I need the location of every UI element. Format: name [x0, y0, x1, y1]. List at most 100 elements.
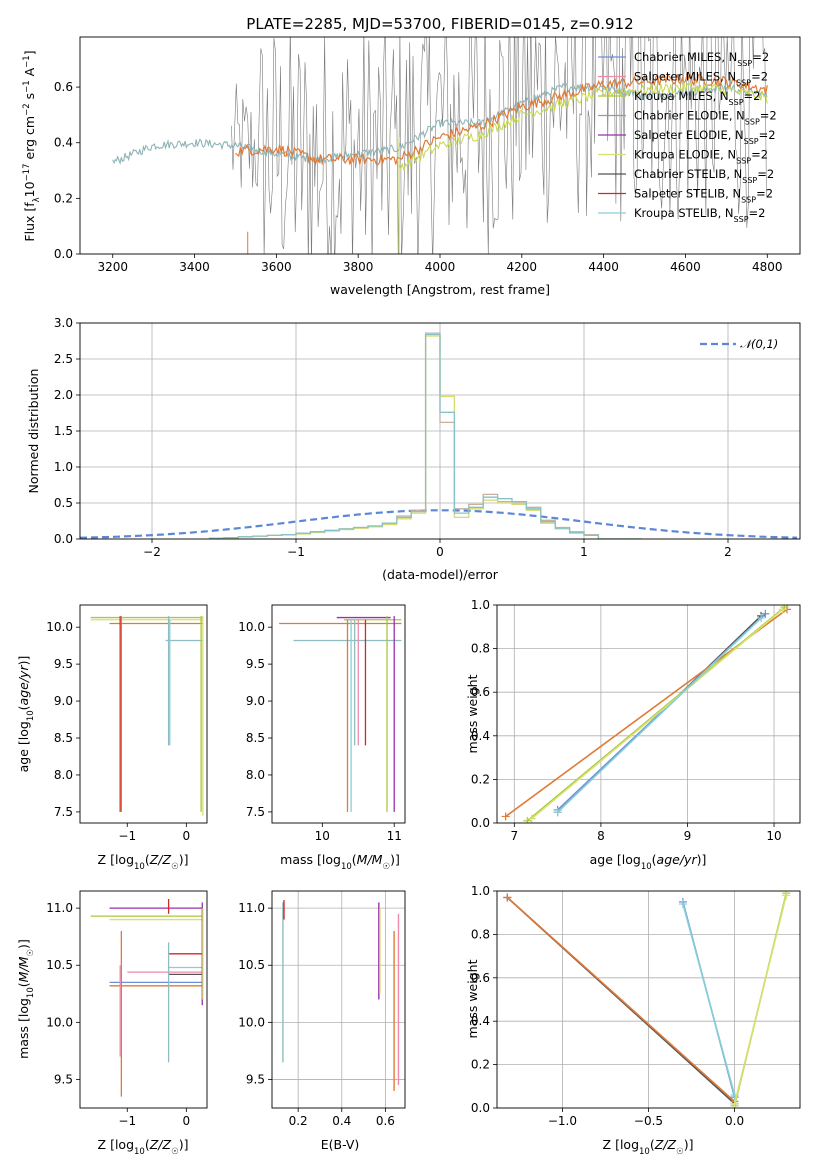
- legend-entry: Kroupa ELODIE, NSSP=2: [634, 148, 768, 166]
- y-tick-label: 9.5: [54, 1072, 73, 1086]
- y-tick-label: 9.0: [246, 694, 265, 708]
- y-tick-label: 0.6: [471, 685, 490, 699]
- y-tick-label: 2.5: [54, 352, 73, 366]
- histogram-series: [208, 333, 642, 539]
- x-axis-label: E(B-V): [321, 1137, 360, 1152]
- y-tick-label: 0.2: [471, 772, 490, 786]
- y-tick-label: 9.0: [54, 694, 73, 708]
- plot-area-massweight-vs-Z: [497, 891, 800, 1108]
- panel-age-vs-mass: 10 11 7.5 8.0 8.5 9.0 9.5 10.0: [238, 604, 406, 843]
- y-tick-label: 0.8: [471, 927, 490, 941]
- panel-mass-vs-EBV: 0.2 0.4 0.6 9.5 10.0 10.5 11.0: [238, 890, 406, 1128]
- panel-massweight-vs-age: 7 8 9 10 0.0 0.2 0.4 0.6 0.8 1.0: [471, 598, 801, 843]
- x-tick-label: 3200: [97, 260, 128, 274]
- y-tick-label: 7.5: [54, 805, 73, 819]
- mass-weight-marker: [761, 609, 770, 618]
- chart-title: PLATE=2285, MJD=53700, FIBERID=0145, z=0…: [246, 15, 633, 33]
- y-tick-label: 7.5: [246, 805, 265, 819]
- plot-area-massweight-vs-age: [497, 605, 800, 823]
- mass-weight-marker: [782, 891, 791, 900]
- x-tick-label: 10: [315, 829, 330, 843]
- x-tick-label: 8: [597, 829, 605, 843]
- x-axis-label: wavelength [Angstrom, rest frame]: [330, 282, 550, 297]
- x-axis-label: Z [log10(Z/Z☉)]: [98, 852, 189, 872]
- legend-entry: Salpeter ELODIE, NSSP=2: [634, 128, 776, 146]
- spectrum-model-alt: [398, 81, 768, 171]
- x-tick-label: 4400: [588, 260, 619, 274]
- x-tick-label: −2: [143, 545, 161, 559]
- x-axis-label: age [log10(age/yr)]: [590, 852, 707, 872]
- y-tick-label: 10.0: [46, 620, 73, 634]
- y-tick-label: 0.4: [54, 136, 73, 150]
- mass-weight-marker: [527, 814, 536, 823]
- panel-residuals: −2 −1 0 1 2 0.0 0.5 1.0 1.5 2.0 2.5 3.0: [54, 316, 801, 559]
- plot-area-spectrum: [112, 37, 768, 254]
- x-tick-label: 0: [183, 829, 191, 843]
- gaussian-curve: [80, 509, 798, 539]
- mass-weight-marker: [730, 1099, 739, 1108]
- panel-age-vs-Z: −1 0 7.5 8.0 8.5 9.0 9.5 10.0: [46, 604, 208, 843]
- legend-entry: Chabrier MILES, NSSP=2: [634, 50, 769, 68]
- axes-frame: [79, 322, 801, 540]
- mass-weight-marker: [523, 816, 532, 823]
- y-tick-label: 11.0: [46, 901, 73, 915]
- x-tick-label: 11: [387, 829, 402, 843]
- y-tick-label: 0.0: [54, 247, 73, 261]
- panel-massweight-vs-Z: −1.0 −0.5 0.0 0.0 0.2 0.4 0.6 0.8 1.0: [471, 884, 801, 1128]
- y-tick-label: 2.0: [54, 388, 73, 402]
- y-tick-label: 0.0: [471, 816, 490, 830]
- x-tick-label: 0: [436, 545, 444, 559]
- y-tick-label: 10.5: [238, 958, 265, 972]
- legend-entry: Salpeter STELIB, NSSP=2: [634, 187, 773, 205]
- y-tick-label: 3.0: [54, 316, 73, 330]
- y-tick-label: 10.0: [238, 620, 265, 634]
- y-axis-label: mass weight: [465, 674, 480, 753]
- x-tick-label: 4200: [507, 260, 538, 274]
- x-axis-label: mass [log10(M/M☉)]: [280, 852, 400, 872]
- y-axis-label: age [log10(age/yr)]: [16, 656, 36, 773]
- panel-spectrum: 3200 3400 3600 3800 4000 4200 4400 4600 4800 0.0 0…: [54, 36, 801, 274]
- x-tick-label: −1: [118, 1114, 136, 1128]
- y-tick-label: 0.5: [54, 496, 73, 510]
- axes-frame: [496, 890, 801, 1109]
- plot-area-mass-vs-Z: [90, 898, 204, 1097]
- y-tick-label: 1.0: [471, 884, 490, 898]
- plot-area-mass-vs-EBV: [272, 891, 405, 1108]
- x-axis-label: Z [log10(Z/Z☉)]: [603, 1137, 694, 1157]
- mass-weight-marker: [553, 808, 562, 817]
- y-tick-label: 9.5: [54, 657, 73, 671]
- axes-frame: [271, 604, 406, 824]
- x-tick-label: 4800: [752, 260, 783, 274]
- x-axis-label: Z [log10(Z/Z☉)]: [98, 1137, 189, 1157]
- x-tick-label: 9: [684, 829, 692, 843]
- axes-frame: [79, 604, 208, 824]
- axes-frame: [496, 604, 801, 824]
- y-tick-label: 1.0: [54, 460, 73, 474]
- legend-entry: Kroupa STELIB, NSSP=2: [634, 206, 765, 224]
- plot-area-age-vs-mass: [279, 616, 402, 812]
- mass-weight-line: [682, 903, 736, 1096]
- y-tick-label: 10.0: [238, 1015, 265, 1029]
- x-tick-label: 4600: [670, 260, 701, 274]
- x-tick-label: −1.0: [548, 1114, 577, 1128]
- x-tick-label: 7: [510, 829, 518, 843]
- axes-frame: [79, 890, 208, 1109]
- mass-weight-marker: [501, 812, 510, 821]
- x-tick-label: 0.2: [289, 1114, 308, 1128]
- y-tick-label: 0.6: [54, 80, 73, 94]
- x-tick-label: 0.6: [376, 1114, 395, 1128]
- y-tick-label: 0.6: [471, 971, 490, 985]
- legend-entry: Salpeter MILES, NSSP=2: [634, 70, 768, 88]
- x-tick-label: 1: [580, 545, 588, 559]
- x-tick-label: 2: [724, 545, 732, 559]
- spectrum-model: [235, 72, 768, 166]
- x-tick-label: 3600: [261, 260, 292, 274]
- y-tick-label: 0.2: [54, 191, 73, 205]
- x-tick-label: −0.5: [634, 1114, 663, 1128]
- x-tick-label: 3800: [343, 260, 374, 274]
- axes-frame: [79, 36, 801, 255]
- x-tick-label: 4000: [425, 260, 456, 274]
- mass-weight-marker: [503, 893, 512, 902]
- legend-entry: Chabrier STELIB, NSSP=2: [634, 167, 774, 185]
- mass-weight-line: [531, 608, 784, 820]
